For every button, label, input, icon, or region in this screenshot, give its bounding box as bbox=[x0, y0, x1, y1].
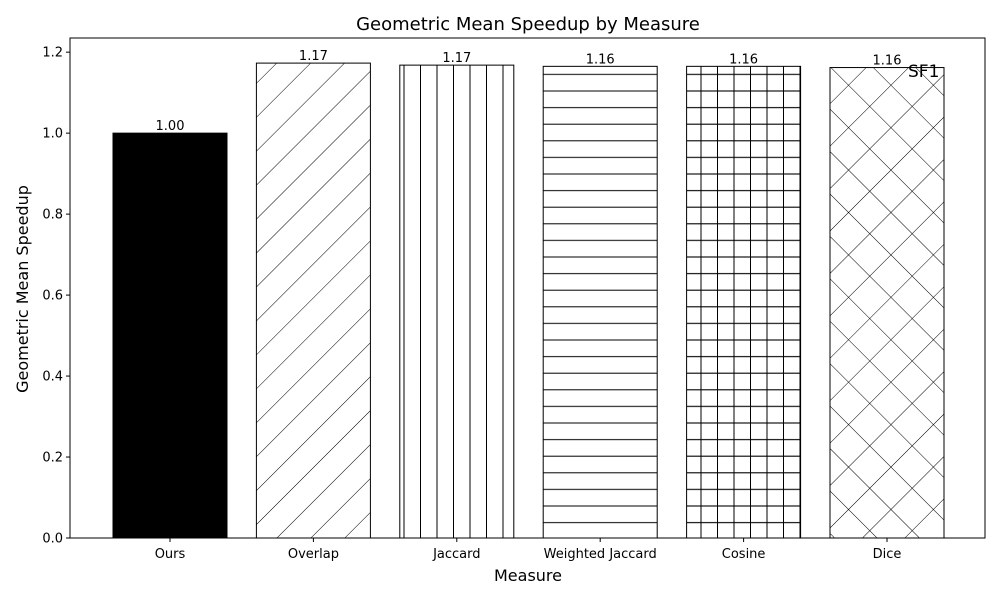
x-tick-label-overlap: Overlap bbox=[288, 547, 339, 562]
y-tick-label-5: 1.0 bbox=[42, 127, 63, 142]
y-axis-title: Geometric Mean Speedup bbox=[13, 185, 32, 393]
bar-dice bbox=[829, 67, 945, 539]
value-label-overlap: 1.17 bbox=[299, 49, 328, 64]
value-labels-group: 1.00 1.17 1.17 1.16 1.16 1.16 bbox=[156, 49, 902, 134]
x-axis-title: Measure bbox=[494, 566, 562, 585]
bar-jaccard bbox=[399, 64, 515, 539]
y-axis: 0.0 0.2 0.4 0.6 0.8 1.0 1.2 bbox=[42, 46, 70, 547]
y-tick-label-6: 1.2 bbox=[42, 46, 63, 61]
x-tick-label-ours: Ours bbox=[155, 547, 186, 562]
plot-frame bbox=[69, 37, 986, 539]
x-tick-label-jaccard: Jaccard bbox=[432, 547, 480, 562]
bar-cosine bbox=[686, 65, 802, 539]
y-tick-label-4: 0.8 bbox=[42, 208, 63, 223]
value-label-jaccard: 1.17 bbox=[442, 51, 471, 66]
bars-group bbox=[112, 62, 945, 539]
bar-weighted-jaccard bbox=[542, 65, 658, 539]
bar-overlap bbox=[255, 62, 371, 539]
bar-ours bbox=[112, 132, 228, 539]
value-label-ours: 1.00 bbox=[156, 119, 185, 134]
y-tick-label-2: 0.4 bbox=[42, 370, 63, 385]
y-tick-label-1: 0.2 bbox=[42, 451, 63, 466]
x-tick-label-cosine: Cosine bbox=[722, 547, 766, 562]
x-tick-label-dice: Dice bbox=[873, 547, 902, 562]
x-tick-label-weighted-jaccard: Weighted Jaccard bbox=[544, 547, 657, 562]
value-label-weighted-jaccard: 1.16 bbox=[586, 52, 615, 67]
value-label-dice: 1.16 bbox=[873, 54, 902, 69]
annotation-label: SF1 bbox=[908, 62, 939, 82]
y-tick-label-0: 0.0 bbox=[42, 532, 63, 547]
chart-title: Geometric Mean Speedup by Measure bbox=[356, 14, 700, 35]
y-tick-label-3: 0.6 bbox=[42, 289, 63, 304]
x-axis: Ours Overlap Jaccard Weighted Jaccard Cosine… bbox=[155, 538, 902, 562]
value-label-cosine: 1.16 bbox=[729, 52, 758, 67]
